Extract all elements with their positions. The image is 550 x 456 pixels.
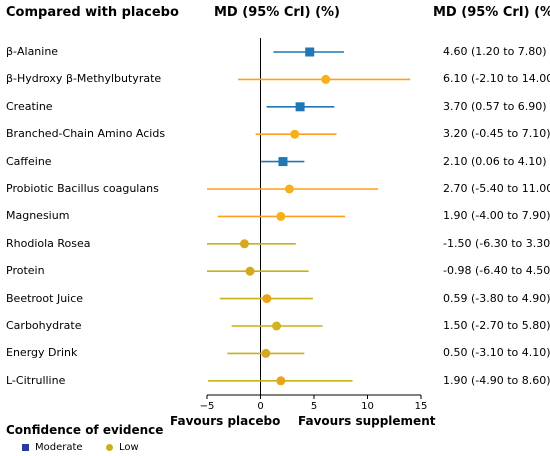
point-estimate-square [278,157,288,167]
row-label: β-Hydroxy β-Methylbutyrate [6,72,162,86]
favours-supplement-label: Favours supplement [298,414,436,428]
legend-title: Confidence of evidence [6,423,164,437]
point-estimate-circle [245,266,255,276]
point-estimate-circle [284,184,294,194]
row-label: Protein [6,264,45,278]
row-label: Carbohydrate [6,319,82,332]
x-tick-label: −5 [200,401,215,412]
point-estimate-circle [239,239,249,249]
point-estimate-circle [261,348,271,358]
point-estimate-circle [276,211,286,221]
point-estimate-circle [321,74,331,84]
row-label: Creatine [6,99,53,113]
ci-text: 4.60 (1.20 to 7.80) [443,45,547,58]
ci-text: 1.50 (-2.70 to 5.80) [443,319,550,332]
row-label: L-Citrulline [6,373,66,387]
point-estimate-circle [290,129,300,139]
x-tick-label: 10 [361,401,374,412]
point-estimate-circle [276,376,286,386]
right-header: MD (95% CrI) (%) [433,5,550,20]
ci-text: 3.70 (0.57 to 6.90) [443,99,547,113]
row-label: Energy Drink [6,346,78,360]
point-estimate-square [295,102,305,112]
legend-moderate-swatch [22,444,29,451]
row-label: Rhodiola Rosea [6,236,91,250]
ci-text: 3.20 (-0.45 to 7.10) [443,127,550,141]
middle-header: MD (95% CrI) (%) [214,5,341,20]
point-estimate-circle [272,321,282,331]
row-label: Beetroot Juice [6,291,84,305]
point-estimate-circle [262,294,272,304]
legend-low-label: Low [119,442,139,453]
ci-text: 0.50 (-3.10 to 4.10) [443,346,550,360]
ci-text: 0.59 (-3.80 to 4.90) [443,291,550,305]
row-label: Probiotic Bacillus coagulans [6,182,159,195]
legend-low-swatch [106,444,113,451]
row-label: Caffeine [6,154,52,168]
x-tick-label: 5 [311,401,317,412]
legend-item-low: Low [106,442,139,453]
ci-text: 1.90 (-4.00 to 7.90) [443,209,550,223]
left-header: Compared with placebo [6,5,179,20]
ci-text: 6.10 (-2.10 to 14.00) [443,72,550,86]
ci-text: 1.90 (-4.90 to 8.60) [443,373,550,387]
ci-text: 2.10 (0.06 to 4.10) [443,154,547,168]
ci-text: -0.98 (-6.40 to 4.50) [443,264,550,278]
legend-moderate-label: Moderate [35,442,83,453]
row-label: Branched-Chain Amino Acids [6,127,166,141]
ci-text: -1.50 (-6.30 to 3.30) [443,236,550,250]
row-label: β-Alanine [6,45,59,58]
legend-item-moderate: Moderate [22,442,83,453]
x-tick-label: 0 [257,401,263,412]
x-tick-label: 15 [415,401,428,412]
ci-text: 2.70 (-5.40 to 11.00) [443,182,550,195]
point-estimate-square [305,47,315,57]
favours-placebo-label: Favours placebo [170,414,281,428]
row-label: Magnesium [6,209,70,223]
